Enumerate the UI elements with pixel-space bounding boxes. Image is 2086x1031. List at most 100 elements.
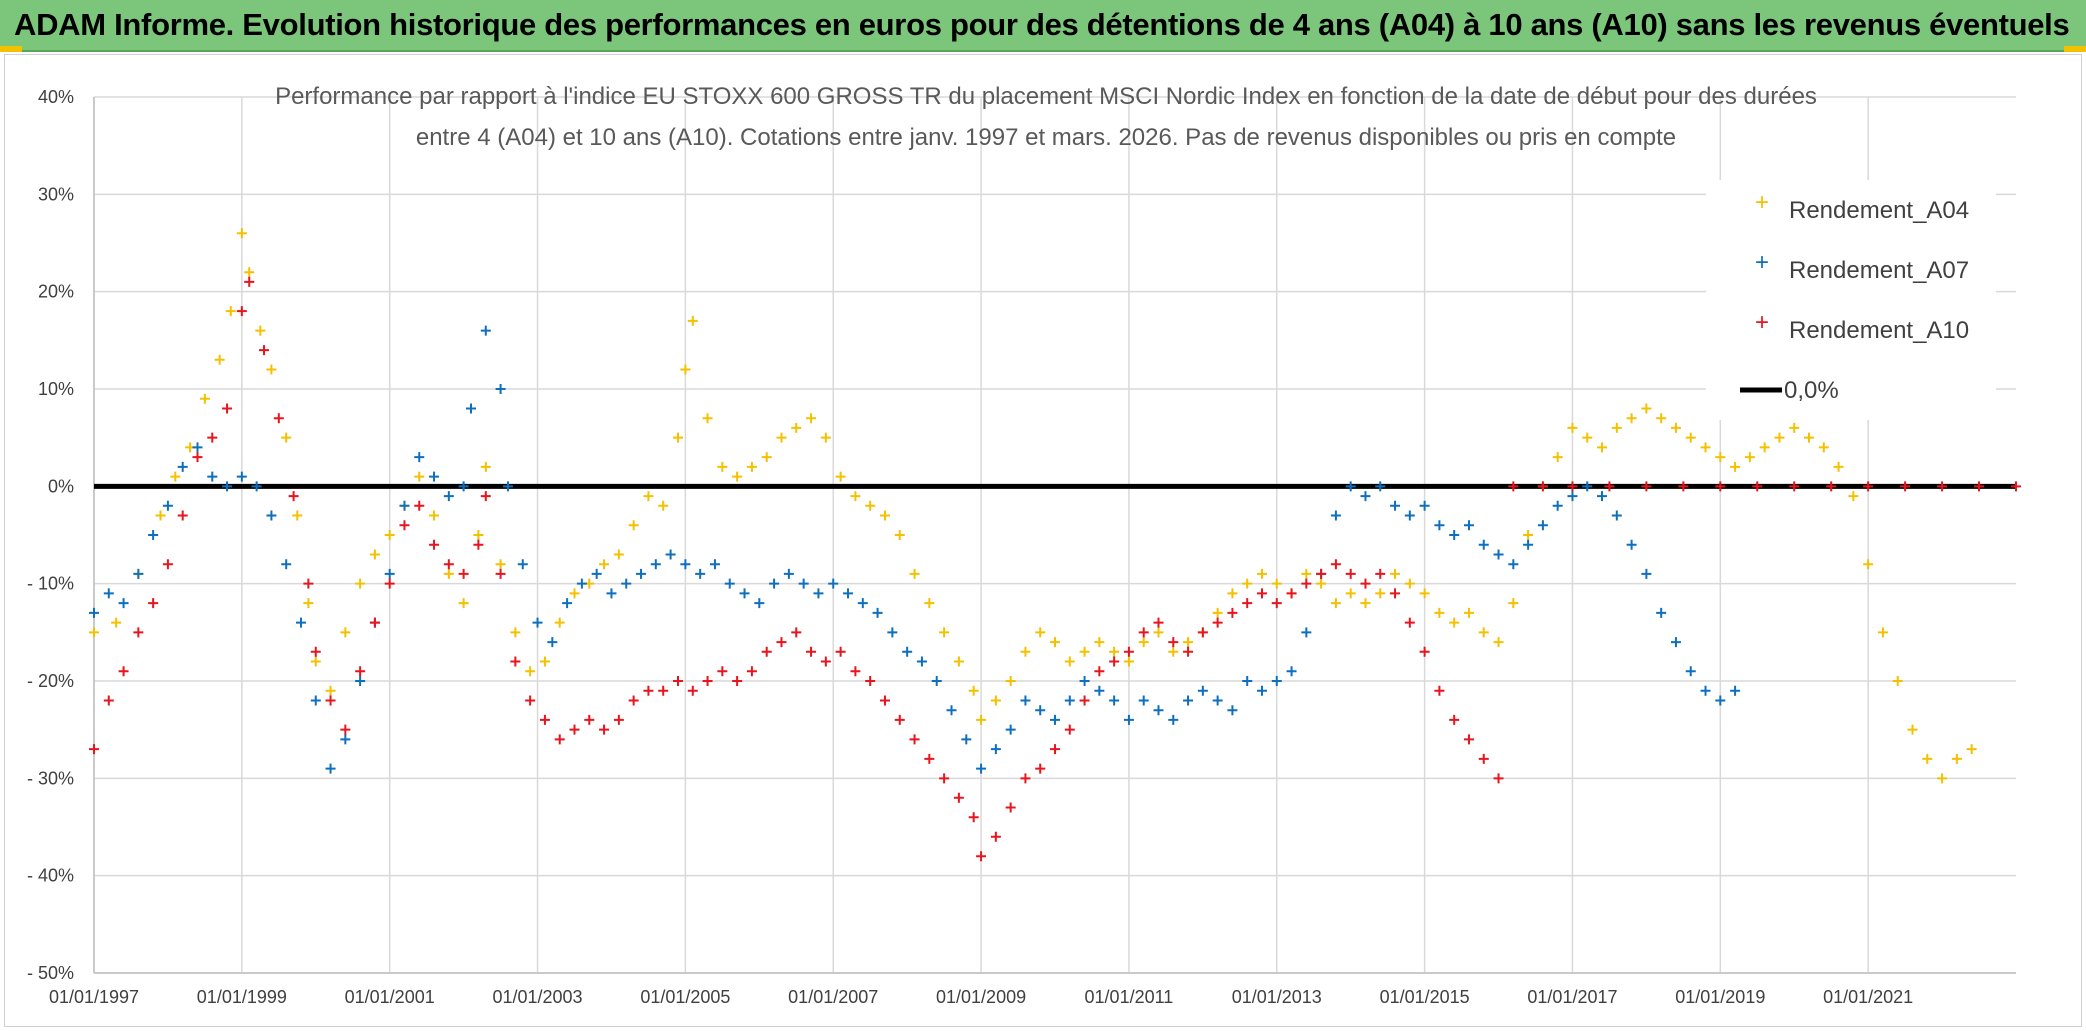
point-a07 — [532, 617, 543, 628]
point-a07 — [961, 734, 972, 745]
point-a10 — [1079, 695, 1090, 706]
point-a07 — [650, 559, 661, 570]
point-a04 — [554, 617, 565, 628]
point-a07 — [399, 500, 410, 511]
legend-label-a07: Rendement_A07 — [1789, 257, 1969, 284]
point-a10 — [1604, 481, 1615, 492]
point-a04 — [1050, 637, 1060, 648]
point-a07 — [1375, 481, 1386, 492]
banner-accent-left — [0, 46, 22, 52]
point-a10 — [1256, 588, 1267, 599]
point-a07 — [769, 578, 780, 589]
point-a10 — [1567, 481, 1578, 492]
point-a07 — [1582, 481, 1593, 492]
point-a10 — [1937, 481, 1948, 492]
point-a10 — [1508, 481, 1519, 492]
point-a04 — [1670, 422, 1681, 433]
point-a07 — [295, 617, 306, 628]
point-a07 — [1286, 666, 1297, 677]
point-a10 — [1301, 578, 1312, 589]
point-a04 — [1626, 413, 1637, 424]
point-a04 — [1818, 442, 1829, 453]
point-a04 — [1271, 578, 1282, 589]
point-a10 — [162, 559, 173, 570]
point-a07 — [118, 598, 129, 609]
legend-label-zero: 0,0% — [1784, 377, 1839, 404]
point-a07 — [1641, 568, 1652, 579]
point-a10 — [288, 491, 299, 502]
point-a07 — [902, 646, 913, 657]
point-a07 — [89, 607, 99, 618]
point-a10 — [746, 666, 757, 677]
point-a07 — [251, 481, 262, 492]
point-a07 — [281, 559, 292, 570]
point-a04 — [1523, 530, 1534, 540]
point-a04 — [1301, 568, 1312, 579]
point-a04 — [599, 559, 610, 570]
point-a07 — [502, 481, 513, 492]
point-a10 — [2011, 481, 2021, 492]
point-a07 — [192, 442, 203, 453]
point-a07 — [1523, 539, 1534, 550]
point-a07 — [1552, 500, 1563, 511]
point-a10 — [1449, 714, 1460, 725]
point-a07 — [1212, 695, 1223, 706]
banner-accent-right — [2064, 46, 2086, 52]
point-a07 — [1183, 695, 1194, 706]
point-a10 — [717, 666, 728, 677]
point-a10 — [806, 646, 817, 657]
point-a04 — [1463, 607, 1474, 618]
point-a07 — [162, 500, 173, 511]
point-a10 — [1463, 734, 1474, 745]
point-a07 — [857, 598, 868, 609]
point-a10 — [791, 627, 802, 638]
point-a04 — [1804, 432, 1815, 443]
point-a04 — [1759, 442, 1770, 453]
point-a04 — [1730, 461, 1741, 472]
point-a07 — [1271, 676, 1282, 686]
point-a10 — [429, 539, 440, 550]
y-tick-label: - 40% — [27, 866, 74, 886]
point-a10 — [1752, 481, 1763, 492]
point-a10 — [1271, 598, 1282, 609]
point-a10 — [355, 666, 366, 677]
point-a10 — [1434, 685, 1445, 696]
point-a04 — [225, 306, 236, 317]
point-a04 — [672, 432, 683, 443]
point-a07 — [843, 588, 854, 599]
point-a07 — [1670, 637, 1681, 648]
point-a04 — [1937, 773, 1948, 784]
point-a10 — [1242, 598, 1253, 609]
point-a07 — [103, 588, 114, 599]
point-a07 — [976, 763, 987, 774]
x-tick-label: 01/01/2007 — [788, 987, 878, 1007]
point-a10 — [458, 568, 469, 579]
point-a10 — [1197, 627, 1208, 638]
point-a07 — [1449, 530, 1460, 540]
point-a04 — [702, 413, 713, 424]
point-a07 — [1700, 685, 1711, 696]
point-a10 — [259, 345, 270, 356]
point-a04 — [953, 656, 964, 667]
point-a10 — [894, 714, 905, 725]
point-a04 — [1892, 676, 1903, 686]
point-a07 — [222, 481, 233, 492]
point-a07 — [207, 471, 218, 482]
point-a04 — [1360, 598, 1371, 609]
point-a04 — [968, 685, 979, 696]
point-a04 — [325, 685, 336, 696]
point-a07 — [1005, 724, 1016, 735]
point-a04 — [155, 510, 166, 521]
point-a04 — [1478, 627, 1489, 638]
point-a04 — [835, 471, 846, 482]
point-a04 — [1227, 588, 1238, 599]
point-a10 — [1863, 481, 1874, 492]
point-a07 — [1242, 676, 1253, 686]
point-a07 — [266, 510, 277, 521]
point-a04 — [1848, 491, 1859, 502]
point-a07 — [916, 656, 927, 667]
point-a10 — [1050, 744, 1060, 755]
point-a04 — [1552, 452, 1563, 463]
point-a07 — [1419, 500, 1430, 511]
point-a04 — [613, 549, 624, 560]
